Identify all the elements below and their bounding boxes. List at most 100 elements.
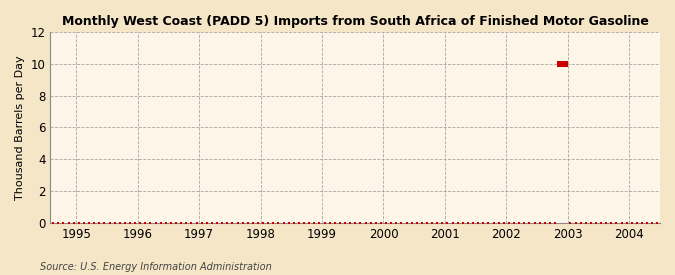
Point [207, 221, 217, 225]
Point [391, 221, 402, 225]
Point [58, 221, 69, 225]
Point [632, 221, 643, 225]
Title: Monthly West Coast (PADD 5) Imports from South Africa of Finished Motor Gasoline: Monthly West Coast (PADD 5) Imports from… [62, 15, 649, 28]
Point [493, 221, 504, 225]
Point [299, 221, 310, 225]
Point [575, 221, 586, 225]
Point [263, 221, 273, 225]
Point [565, 221, 576, 225]
Point [350, 221, 360, 225]
Point [288, 221, 299, 225]
Point [509, 221, 520, 225]
Point [119, 221, 130, 225]
Point [626, 221, 637, 225]
Point [416, 221, 427, 225]
Point [549, 221, 560, 225]
Point [448, 221, 458, 225]
Point [611, 221, 622, 225]
Point [355, 221, 366, 225]
Point [647, 221, 657, 225]
Point [560, 62, 570, 66]
Point [616, 221, 627, 225]
Point [472, 221, 483, 225]
Point [345, 221, 356, 225]
Point [601, 221, 612, 225]
Point [130, 221, 140, 225]
Point [176, 221, 186, 225]
Text: Source: U.S. Energy Information Administration: Source: U.S. Energy Information Administ… [40, 262, 272, 272]
Point [217, 221, 227, 225]
Point [427, 221, 437, 225]
Point [165, 221, 176, 225]
Point [422, 221, 433, 225]
Point [242, 221, 253, 225]
Point [580, 221, 591, 225]
Point [514, 221, 524, 225]
Point [519, 221, 530, 225]
Point [99, 221, 110, 225]
Point [268, 221, 279, 225]
Point [232, 221, 243, 225]
Point [539, 221, 550, 225]
Point [319, 221, 330, 225]
Point [309, 221, 320, 225]
Point [452, 221, 463, 225]
Point [621, 221, 632, 225]
Point [273, 221, 284, 225]
Point [524, 221, 535, 225]
Point [104, 221, 115, 225]
Point [432, 221, 443, 225]
Point [151, 221, 161, 225]
Point [74, 221, 84, 225]
Y-axis label: Thousand Barrels per Day: Thousand Barrels per Day [15, 55, 25, 200]
Point [458, 221, 468, 225]
Point [498, 221, 509, 225]
Point [406, 221, 417, 225]
Point [314, 221, 325, 225]
Point [381, 221, 392, 225]
Point [94, 221, 105, 225]
Point [462, 221, 473, 225]
Point [78, 221, 89, 225]
Point [335, 221, 346, 225]
Point [591, 221, 601, 225]
Point [360, 221, 371, 225]
Point [534, 221, 545, 225]
Point [442, 221, 453, 225]
Point [642, 221, 653, 225]
Point [411, 221, 422, 225]
Point [145, 221, 156, 225]
Point [278, 221, 289, 225]
Point [248, 221, 259, 225]
Point [88, 221, 99, 225]
Point [140, 221, 151, 225]
Point [340, 221, 350, 225]
Point [401, 221, 412, 225]
Point [529, 221, 540, 225]
Point [585, 221, 596, 225]
Point [196, 221, 207, 225]
Point [212, 221, 223, 225]
Point [606, 221, 617, 225]
Point [294, 221, 304, 225]
Point [186, 221, 197, 225]
Point [365, 221, 376, 225]
Point [222, 221, 233, 225]
Point [84, 221, 95, 225]
Point [258, 221, 269, 225]
Point [478, 221, 489, 225]
Point [114, 221, 125, 225]
Point [329, 221, 340, 225]
Point [596, 221, 607, 225]
Point [437, 221, 448, 225]
Point [375, 221, 386, 225]
Point [201, 221, 212, 225]
Point [252, 221, 263, 225]
Point [483, 221, 494, 225]
Point [68, 221, 79, 225]
Point [468, 221, 479, 225]
Point [181, 221, 192, 225]
Point [488, 221, 499, 225]
Point [135, 221, 146, 225]
Point [504, 221, 514, 225]
